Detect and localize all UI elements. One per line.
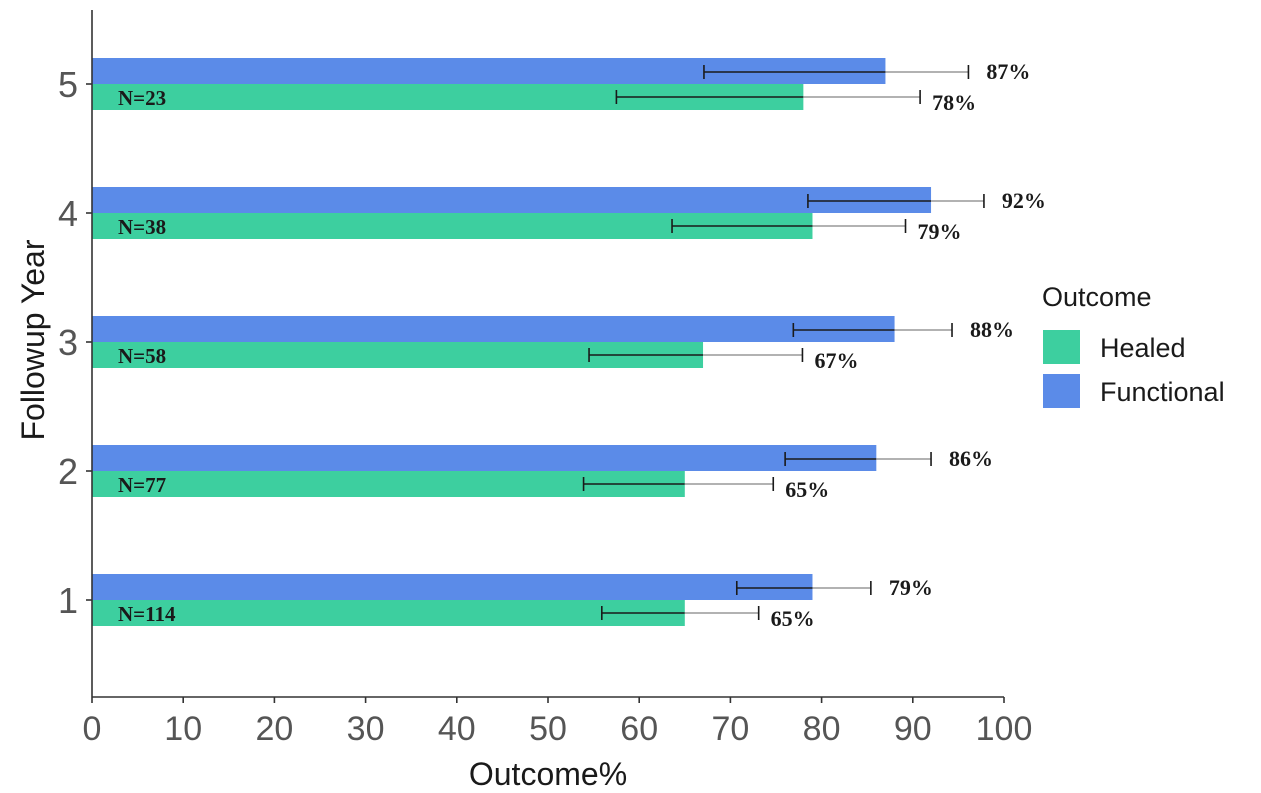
y-tick-label-1: 1 — [58, 580, 78, 621]
x-tick-label-0: 0 — [83, 710, 102, 748]
n-label-year-4: N=38 — [118, 215, 166, 239]
value-label-functional-year-1: 79% — [889, 575, 933, 600]
error-bar-healed-year-1 — [601, 606, 760, 620]
error-bar-healed-year-3 — [588, 348, 804, 362]
bar-functional-year-3 — [92, 316, 895, 342]
legend-label-functional: Functional — [1100, 377, 1225, 407]
error-bars-layer — [582, 65, 985, 620]
n-label-year-1: N=114 — [118, 602, 176, 626]
x-tick-label-60: 60 — [620, 710, 658, 748]
value-label-functional-year-5: 87% — [986, 59, 1030, 84]
y-tick-label-5: 5 — [58, 64, 78, 105]
value-label-functional-year-3: 88% — [970, 317, 1014, 342]
x-tick-label-80: 80 — [803, 710, 841, 748]
x-tick-label-70: 70 — [711, 710, 749, 748]
error-bar-functional-year-1 — [735, 581, 872, 595]
x-tick-label-30: 30 — [347, 710, 385, 748]
value-label-healed-year-2: 65% — [785, 477, 829, 502]
y-axis-title: Followup Year — [15, 239, 51, 440]
error-bar-functional-year-3 — [792, 323, 953, 337]
x-tick-label-40: 40 — [438, 710, 476, 748]
x-axis-title: Outcome% — [469, 756, 627, 792]
error-bar-functional-year-2 — [784, 452, 932, 466]
value-labels-layer: 79% 65% N=114 86% 65% N=77 88% 67% N=58 92% 79% N=3… — [118, 59, 1046, 631]
y-tick-label-3: 3 — [58, 322, 78, 363]
bar-functional-year-5 — [92, 58, 886, 84]
legend-swatch-functional — [1043, 374, 1080, 408]
error-bar-functional-year-5 — [703, 65, 970, 79]
error-bar-healed-year-5 — [615, 90, 921, 104]
legend: Outcome Healed Functional — [1042, 282, 1225, 408]
x-tick-label-50: 50 — [529, 710, 567, 748]
bar-functional-year-2 — [92, 445, 877, 471]
bar-functional-year-1 — [92, 574, 813, 600]
value-label-functional-year-4: 92% — [1002, 188, 1046, 213]
error-bar-functional-year-4 — [807, 194, 985, 208]
x-tick-label-20: 20 — [255, 710, 293, 748]
x-tick-label-90: 90 — [894, 710, 932, 748]
bars-layer — [92, 58, 932, 626]
value-label-healed-year-1: 65% — [771, 606, 815, 631]
n-label-year-3: N=58 — [118, 344, 166, 368]
x-tick-label-100: 100 — [976, 710, 1033, 748]
legend-label-healed: Healed — [1100, 333, 1186, 363]
legend-title: Outcome — [1042, 282, 1152, 312]
bar-healed-year-1 — [92, 600, 685, 626]
error-bar-healed-year-2 — [582, 477, 775, 491]
y-tick-label-2: 2 — [58, 451, 78, 492]
value-label-healed-year-3: 67% — [814, 348, 858, 373]
legend-swatch-healed — [1043, 330, 1080, 364]
value-label-healed-year-5: 78% — [932, 90, 976, 115]
value-label-healed-year-4: 79% — [918, 219, 962, 244]
n-label-year-2: N=77 — [118, 473, 166, 497]
bar-functional-year-4 — [92, 187, 932, 213]
y-tick-label-4: 4 — [58, 193, 78, 234]
value-label-functional-year-2: 86% — [949, 446, 993, 471]
error-bar-healed-year-4 — [671, 219, 907, 233]
x-tick-label-10: 10 — [164, 710, 202, 748]
n-label-year-5: N=23 — [118, 86, 166, 110]
